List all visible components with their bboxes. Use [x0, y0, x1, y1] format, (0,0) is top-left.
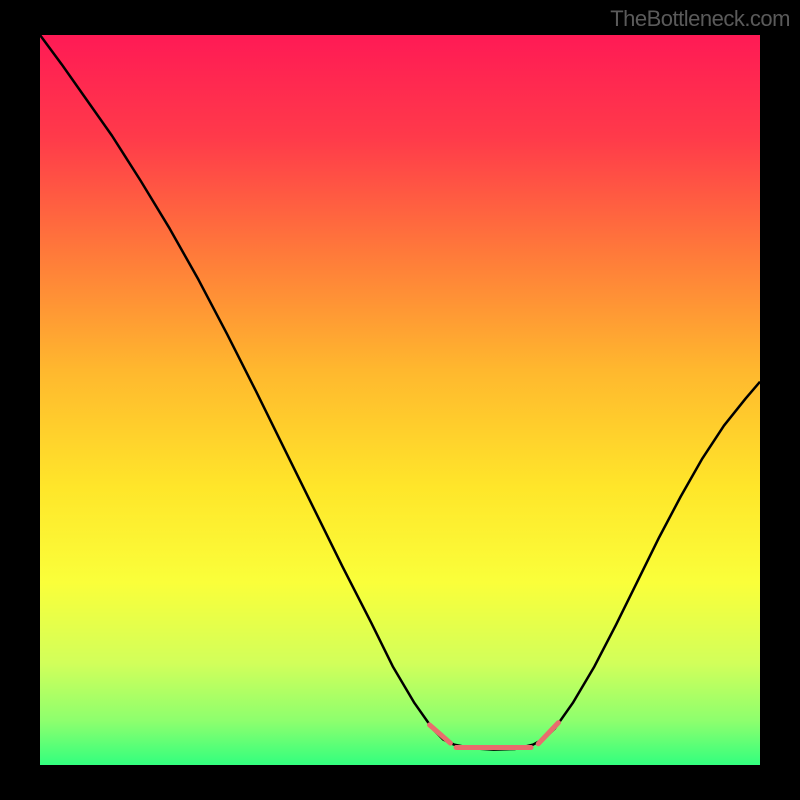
curve-svg: [40, 35, 760, 765]
bottom-marker-group: [430, 723, 559, 748]
bottom-marker-segment: [538, 723, 558, 744]
bottleneck-curve: [40, 35, 760, 750]
chart-container: TheBottleneck.com: [0, 0, 800, 800]
bottom-marker-segment: [430, 725, 451, 743]
plot-area: [40, 35, 760, 765]
watermark-text: TheBottleneck.com: [610, 6, 790, 32]
